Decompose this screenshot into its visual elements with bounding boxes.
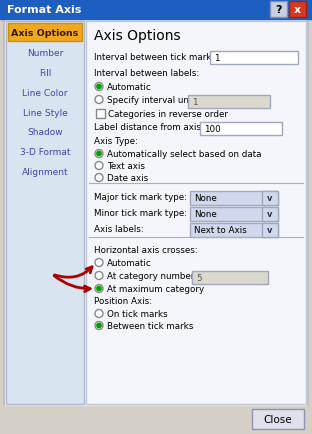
Circle shape [95,96,103,104]
Circle shape [95,322,103,330]
Text: Automatically select based on data: Automatically select based on data [107,150,261,159]
Bar [190,207,278,221]
Circle shape [95,162,103,170]
Text: Interval between tick marks:: Interval between tick marks: [94,53,219,61]
Bar [262,207,278,221]
Circle shape [97,324,101,328]
Text: None: None [194,210,217,219]
Text: v: v [267,194,273,203]
Text: Line Color: Line Color [22,88,68,97]
Text: Between tick marks: Between tick marks [107,321,193,330]
Text: x: x [294,5,301,15]
Text: On tick marks: On tick marks [107,309,168,318]
Bar [8,24,82,42]
Text: 1: 1 [214,54,220,63]
Text: Axis Options: Axis Options [11,29,79,37]
Text: Next to Axis: Next to Axis [194,226,247,235]
Text: v: v [267,210,273,219]
Bar [190,191,278,206]
Text: At maximum category: At maximum category [107,284,204,293]
Text: Number: Number [27,48,63,57]
Text: Interval between labels:: Interval between labels: [94,69,199,78]
Text: Categories in reverse order: Categories in reverse order [108,110,228,119]
Bar [210,52,298,65]
Bar [262,224,278,237]
Text: 3-D Format: 3-D Format [20,148,70,157]
Text: Axis Options: Axis Options [94,29,181,43]
Text: At category number:: At category number: [107,271,197,280]
Text: Position Axis:: Position Axis: [94,297,152,306]
Text: Automatic: Automatic [107,258,152,267]
Bar [0,0,312,20]
Circle shape [95,285,103,293]
Text: Close: Close [264,414,292,424]
Text: Date axis: Date axis [107,174,148,183]
Bar [188,96,270,109]
Bar [192,271,268,284]
Circle shape [95,259,103,267]
Text: Specify interval unit:: Specify interval unit: [107,96,197,105]
Circle shape [97,85,101,89]
Text: Axis Type:: Axis Type: [94,137,138,146]
Text: 100: 100 [204,125,221,134]
Bar [289,2,306,18]
Text: Text axis: Text axis [107,161,145,171]
Text: Shadow: Shadow [27,128,63,137]
FancyArrowPatch shape [54,276,90,292]
Text: None: None [194,194,217,203]
Text: Alignment: Alignment [22,168,68,177]
Bar [96,110,105,119]
Bar [262,191,278,206]
Circle shape [95,150,103,158]
Bar [0,406,312,434]
Text: Horizontal axis crosses:: Horizontal axis crosses: [94,246,198,255]
Text: Minor tick mark type:: Minor tick mark type: [94,209,187,218]
Bar [6,22,84,404]
Text: Automatic: Automatic [107,83,152,92]
Text: Axis labels:: Axis labels: [94,225,144,234]
Bar [200,123,282,136]
Bar [270,2,287,18]
Text: Major tick mark type:: Major tick mark type: [94,193,187,202]
FancyArrowPatch shape [55,267,92,278]
Circle shape [97,152,101,156]
Circle shape [95,310,103,318]
Text: 5: 5 [196,273,202,283]
Text: 1: 1 [192,98,197,107]
Circle shape [95,272,103,280]
Text: Fill: Fill [39,68,51,77]
Bar [86,22,306,404]
Text: v: v [267,226,273,235]
Bar [190,224,278,237]
Circle shape [97,286,101,291]
Text: Line Style: Line Style [22,108,67,117]
Circle shape [95,174,103,182]
Text: Label distance from axis:: Label distance from axis: [94,123,204,132]
Circle shape [95,83,103,91]
Text: Format Axis: Format Axis [7,5,81,15]
Text: ?: ? [275,5,282,15]
Bar [252,409,304,429]
